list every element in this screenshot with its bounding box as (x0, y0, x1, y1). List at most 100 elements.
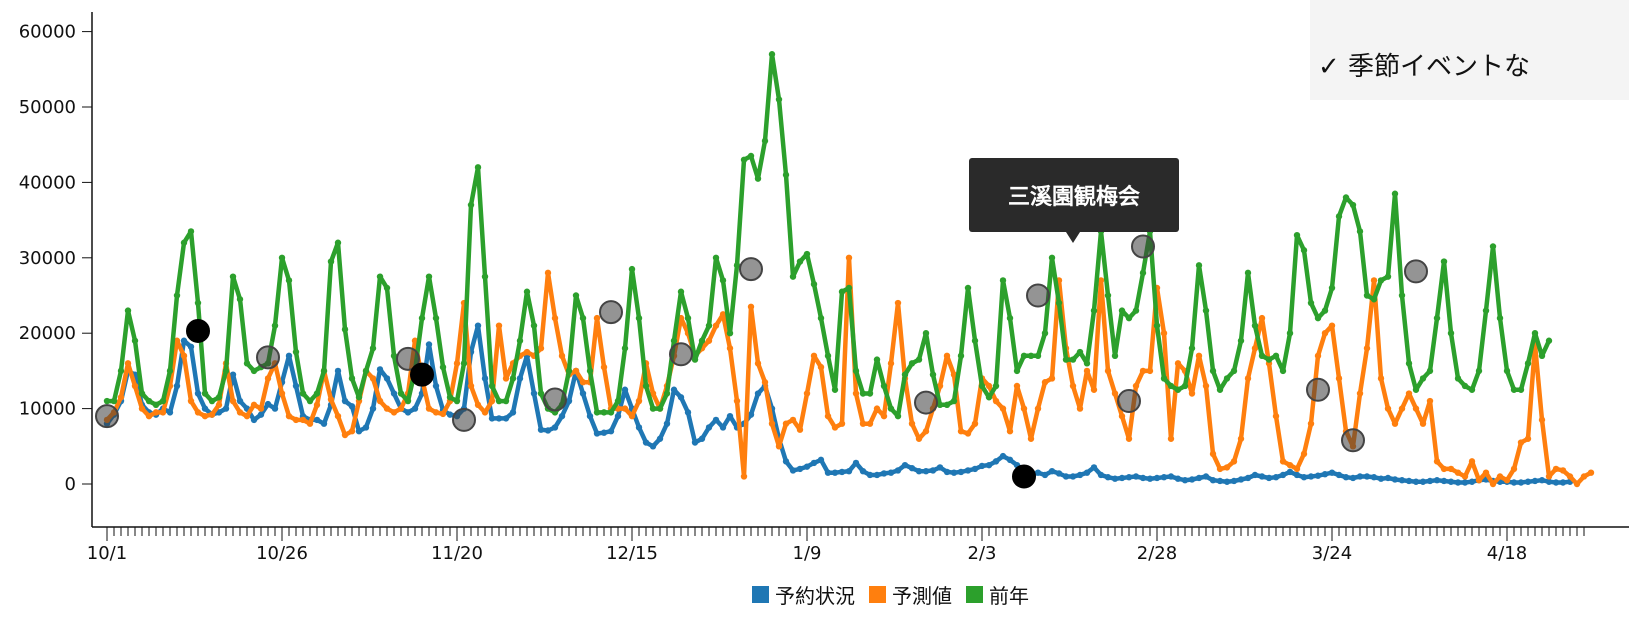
event-marker[interactable] (95, 404, 119, 429)
data-point (383, 405, 391, 412)
data-point (1160, 375, 1168, 382)
data-point (1503, 367, 1511, 375)
y-tick-label: 60000 (19, 22, 76, 43)
data-point (1356, 228, 1364, 235)
data-point (901, 461, 909, 469)
data-point (1300, 474, 1308, 481)
data-point (1524, 478, 1532, 485)
data-point (397, 405, 405, 412)
data-point (1041, 379, 1049, 386)
data-point (1076, 471, 1084, 479)
data-point (1314, 472, 1322, 479)
event-marker[interactable] (256, 345, 280, 370)
data-point (495, 322, 503, 329)
event-marker[interactable] (1026, 283, 1050, 308)
event-marker[interactable] (669, 342, 693, 367)
data-point (642, 439, 650, 446)
data-point (194, 390, 202, 397)
event-marker[interactable] (1404, 259, 1428, 284)
data-point (369, 375, 377, 382)
data-point (663, 420, 671, 427)
data-point (1244, 375, 1252, 382)
data-point (1293, 231, 1301, 239)
data-point (159, 397, 167, 405)
data-point (180, 337, 188, 344)
event-marker[interactable] (1341, 428, 1365, 453)
data-point (334, 367, 342, 375)
data-point (803, 390, 811, 397)
data-point (173, 292, 181, 299)
event-marker[interactable] (452, 407, 476, 432)
data-point (467, 201, 475, 209)
event-marker[interactable] (1117, 389, 1141, 414)
data-point (656, 435, 664, 442)
event-marker[interactable] (739, 257, 763, 282)
data-point (187, 397, 195, 405)
data-point (537, 426, 545, 433)
event-marker[interactable] (186, 318, 210, 343)
event-marker[interactable] (410, 362, 434, 387)
data-point (838, 420, 846, 427)
data-point (285, 412, 293, 420)
data-point (845, 284, 853, 292)
data-point (1328, 284, 1336, 292)
data-point (1041, 330, 1049, 337)
legend-item-last-year[interactable]: 前年 (966, 580, 1029, 609)
data-point (1580, 473, 1588, 480)
data-point (229, 273, 237, 280)
event-marker[interactable] (1012, 464, 1036, 489)
event-marker[interactable] (1306, 377, 1330, 402)
data-point (1167, 382, 1175, 390)
data-point (243, 412, 251, 420)
data-point (1426, 367, 1434, 375)
data-point (201, 405, 209, 412)
data-point (1125, 314, 1133, 322)
data-point (915, 356, 923, 363)
data-point (1559, 479, 1567, 486)
data-point (1160, 474, 1168, 481)
event-marker[interactable] (543, 387, 567, 412)
event-marker[interactable] (1131, 234, 1155, 259)
data-point (117, 394, 125, 401)
data-point (719, 277, 727, 284)
data-point (1209, 450, 1217, 458)
tooltip-text: 三溪園観梅会 (1007, 185, 1140, 210)
data-point (558, 412, 566, 420)
data-point (1111, 475, 1119, 482)
data-point (285, 277, 293, 284)
data-point (467, 382, 475, 390)
data-point (131, 337, 139, 344)
data-point (999, 452, 1007, 460)
data-point (1279, 367, 1287, 375)
event-marker[interactable] (396, 346, 420, 371)
event-marker[interactable] (599, 300, 623, 325)
data-point (992, 458, 1000, 465)
data-point (705, 424, 713, 431)
data-point (313, 390, 321, 397)
data-point (425, 341, 433, 348)
data-point (1454, 469, 1462, 476)
data-point (180, 352, 188, 360)
event-marker[interactable] (914, 390, 938, 415)
data-point (635, 314, 643, 322)
data-point (915, 435, 923, 442)
data-point (313, 401, 321, 409)
data-point (1419, 478, 1427, 485)
data-point (1370, 474, 1378, 481)
data-point (383, 375, 391, 382)
legend-item-forecast[interactable]: 予測値 (869, 580, 952, 609)
data-point (1517, 439, 1525, 446)
data-point (1328, 469, 1336, 476)
legend-item-reservations[interactable]: 予約状況 (752, 580, 855, 609)
data-point (1405, 390, 1413, 397)
data-point (593, 314, 601, 322)
data-point (124, 360, 132, 367)
data-point (1216, 465, 1224, 473)
data-point (523, 288, 531, 295)
x-tick-label: 10/26 (256, 543, 308, 564)
data-point (1538, 416, 1546, 424)
data-point (390, 409, 398, 416)
data-point (1496, 473, 1504, 480)
data-point (1202, 382, 1210, 390)
data-point (1468, 386, 1476, 393)
